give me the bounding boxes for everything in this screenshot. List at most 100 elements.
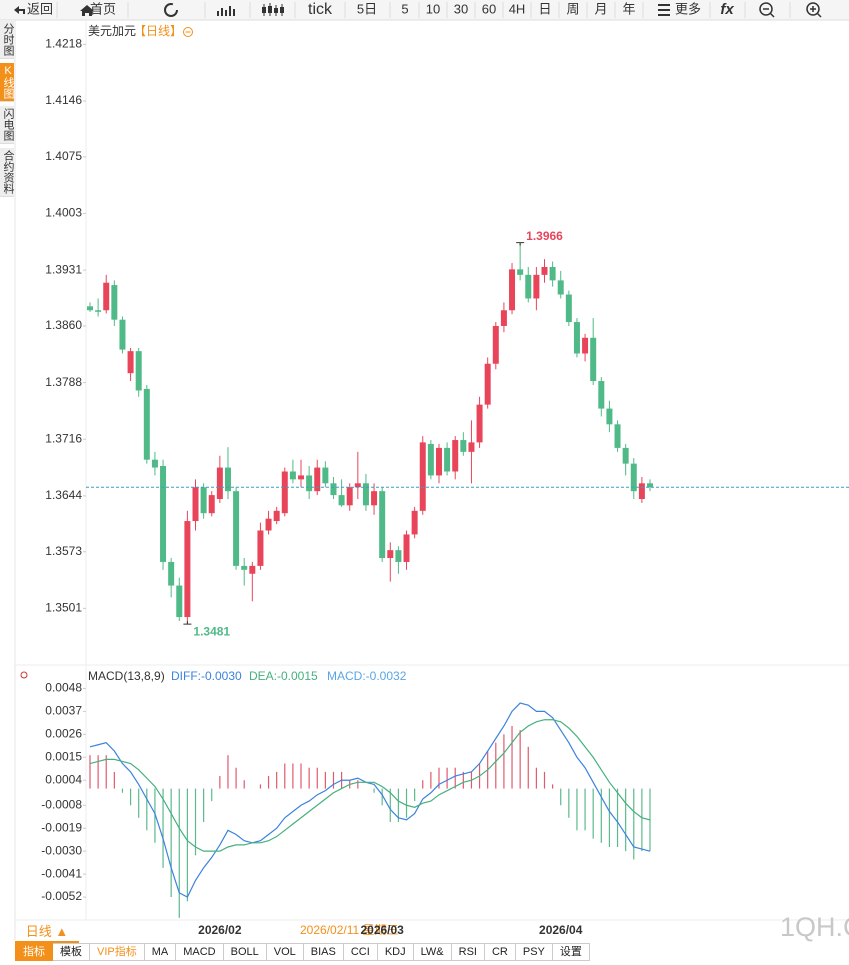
- candle-body: [322, 467, 329, 484]
- indicator-tab[interactable]: VOL: [266, 943, 304, 961]
- toolbar-button[interactable]: 日: [538, 1, 551, 16]
- toolbar-button[interactable]: 4H: [509, 1, 526, 16]
- candle-body: [590, 337, 597, 382]
- y-tick-label: 1.3716: [45, 431, 82, 445]
- candle-body: [330, 483, 337, 496]
- indicator-tab[interactable]: 模板: [53, 943, 90, 961]
- collapse-icon[interactable]: [183, 27, 193, 37]
- candle-body: [208, 495, 215, 514]
- candle-body: [135, 351, 142, 391]
- toolbar-button[interactable]: 年: [622, 1, 635, 16]
- candle-body: [427, 443, 434, 476]
- candle-body: [509, 269, 516, 311]
- y-tick-label: -0.0052: [41, 889, 82, 903]
- toolbar-button[interactable]: 5: [401, 1, 408, 16]
- side-tab[interactable]: 分时图: [0, 21, 14, 59]
- y-tick-label: 0.0048: [45, 681, 82, 695]
- toolbar-button[interactable]: 首页: [90, 1, 116, 16]
- candle-body: [379, 491, 386, 559]
- side-tab[interactable]: 闪电图: [0, 106, 14, 144]
- indicator-tab[interactable]: 指标: [15, 943, 53, 961]
- candle-body: [630, 463, 637, 492]
- candle-body: [533, 274, 540, 299]
- y-tick-label: -0.0041: [41, 866, 82, 880]
- indicator-tab[interactable]: BIAS: [303, 943, 344, 961]
- candle-body: [298, 475, 305, 480]
- back-icon[interactable]: [14, 6, 25, 14]
- toolbar-button[interactable]: 5日: [357, 1, 377, 16]
- indicator-tab[interactable]: 设置: [552, 943, 590, 961]
- candle-body: [549, 266, 556, 281]
- candle-body: [200, 487, 207, 514]
- indicator-tab[interactable]: RSI: [451, 943, 485, 961]
- candle-body: [176, 585, 183, 618]
- candle-body: [395, 550, 402, 562]
- y-tick-label: 1.3573: [45, 544, 82, 558]
- candle-body: [87, 306, 93, 311]
- home-icon[interactable]: [80, 5, 94, 16]
- indicator-tabs: 指标 模板 VIP指标 MA MACD BOLL VOL BIAS CCI KDJ LW& RSI CR…: [15, 943, 590, 961]
- toolbar-button[interactable]: 60: [482, 1, 496, 16]
- toolbar-button[interactable]: tick: [308, 1, 333, 18]
- candle-body: [338, 495, 345, 506]
- y-tick-label: -0.0008: [41, 797, 82, 811]
- toolbar-button[interactable]: 10: [426, 1, 440, 16]
- zoom-in-icon[interactable]: [806, 2, 820, 16]
- candle-body: [257, 530, 264, 566]
- zoom-out-icon[interactable]: [759, 2, 773, 16]
- toolbar-button[interactable]: 周: [566, 1, 579, 16]
- candle-body: [468, 442, 475, 452]
- candle-body: [484, 363, 491, 405]
- legend-entry: DEA:-0.0015: [249, 669, 318, 683]
- zoom-out-glyph: [763, 8, 775, 18]
- indicator-tab[interactable]: PSY: [515, 943, 553, 961]
- refresh-icon[interactable]: [164, 3, 178, 17]
- toolbar-button[interactable]: fx: [720, 1, 734, 18]
- x-tick-label: 2026/02: [198, 923, 242, 937]
- y-tick-label: 1.3644: [45, 488, 82, 502]
- x-tick-label: 2026/03: [360, 923, 404, 937]
- candle-body: [168, 561, 175, 586]
- indicator-tab[interactable]: CCI: [343, 943, 378, 961]
- toolbar-bg: [0, 0, 849, 20]
- candle-body: [419, 442, 426, 511]
- indicator-tab[interactable]: MA: [144, 943, 177, 961]
- side-tab[interactable]: K线图: [0, 63, 14, 102]
- indicator-tab[interactable]: KDJ: [377, 943, 414, 961]
- toolbar-button[interactable]: 月: [594, 1, 607, 16]
- candle-body: [517, 269, 524, 275]
- toolbar-button[interactable]: 返回: [27, 1, 53, 16]
- indicator-tab[interactable]: CR: [484, 943, 516, 961]
- y-tick-label: 0.0026: [45, 726, 82, 740]
- x-tick-label: 2026/04: [539, 923, 583, 937]
- indicator-tab[interactable]: BOLL: [223, 943, 267, 961]
- menu-icon[interactable]: [658, 4, 670, 16]
- candle-body: [184, 521, 191, 618]
- candle-body: [192, 487, 199, 522]
- candle-body: [241, 565, 248, 570]
- side-tab[interactable]: 合约资料: [0, 148, 14, 197]
- indicator-settings-icon[interactable]: [20, 671, 28, 679]
- line-chart-icon[interactable]: [217, 6, 235, 16]
- candle-body: [233, 491, 240, 566]
- indicator-tab[interactable]: VIP指标: [90, 943, 145, 961]
- y-tick-label: -0.0030: [41, 843, 82, 857]
- indicator-tab[interactable]: LW&: [413, 943, 452, 961]
- toolbar-button[interactable]: 更多: [675, 1, 701, 16]
- y-tick-label: -0.0019: [41, 820, 82, 834]
- y-tick-label: 1.3788: [45, 375, 82, 389]
- candle-body: [224, 467, 231, 492]
- indicator-tab[interactable]: MACD: [176, 943, 224, 961]
- candle-icon-bodies[interactable]: [262, 6, 284, 13]
- period-tab[interactable]: 日线 ▲: [15, 923, 79, 943]
- y-tick-label: 1.4218: [45, 37, 82, 51]
- candle-body: [127, 351, 134, 374]
- candle-body: [265, 518, 272, 531]
- candle-body: [281, 471, 288, 514]
- candle-body: [582, 337, 589, 354]
- candle-body: [614, 424, 621, 448]
- toolbar-button[interactable]: 30: [454, 1, 468, 16]
- candle-body: [638, 483, 645, 500]
- y-tick-label: 1.4075: [45, 149, 82, 163]
